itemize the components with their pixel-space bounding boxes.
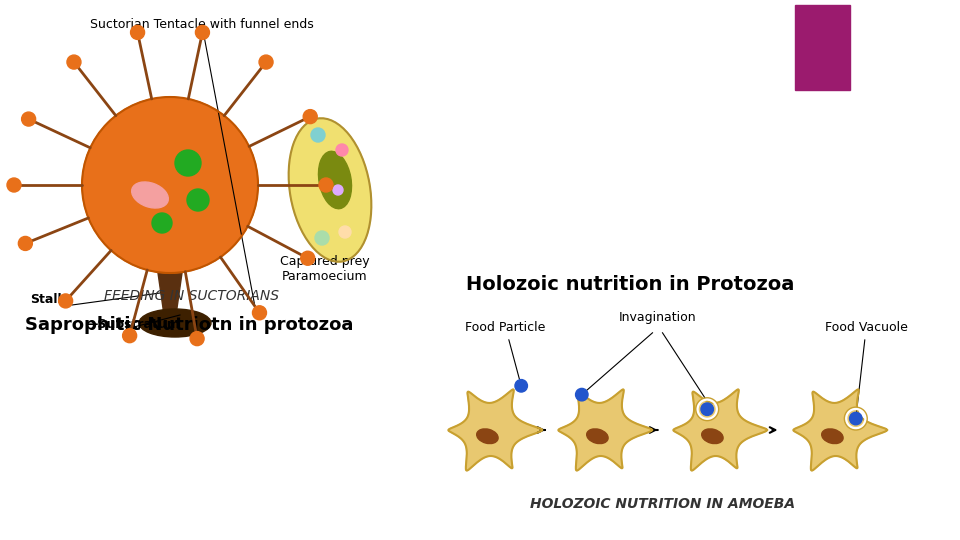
- Circle shape: [515, 380, 527, 392]
- Text: Stalk: Stalk: [30, 293, 65, 306]
- Circle shape: [300, 251, 315, 265]
- Polygon shape: [793, 389, 887, 470]
- Circle shape: [576, 388, 588, 401]
- Bar: [795, 5, 850, 90]
- Circle shape: [303, 110, 317, 124]
- Circle shape: [123, 329, 136, 343]
- Circle shape: [82, 97, 258, 273]
- Ellipse shape: [702, 429, 723, 443]
- Circle shape: [190, 332, 204, 346]
- Circle shape: [175, 150, 201, 176]
- Circle shape: [319, 178, 333, 192]
- Circle shape: [701, 403, 713, 415]
- Text: Food Vacuole: Food Vacuole: [825, 321, 907, 416]
- Circle shape: [850, 413, 862, 425]
- Circle shape: [22, 112, 36, 126]
- Text: Invagination: Invagination: [618, 311, 696, 324]
- Circle shape: [252, 306, 267, 320]
- Polygon shape: [559, 389, 652, 470]
- Ellipse shape: [587, 429, 608, 443]
- Circle shape: [7, 178, 21, 192]
- Text: Food Particle: Food Particle: [466, 321, 546, 383]
- Polygon shape: [448, 389, 542, 470]
- Text: HOLOZOIC NUTRITION IN AMOEBA: HOLOZOIC NUTRITION IN AMOEBA: [530, 497, 795, 511]
- Circle shape: [18, 237, 33, 251]
- Ellipse shape: [289, 118, 372, 262]
- Polygon shape: [673, 389, 767, 470]
- Text: Saprophitic Nutriotn in protozoa: Saprophitic Nutriotn in protozoa: [25, 316, 353, 334]
- Text: FEEDING IN SUCTORIANS: FEEDING IN SUCTORIANS: [105, 289, 279, 303]
- Circle shape: [131, 25, 145, 39]
- Circle shape: [339, 226, 351, 238]
- Circle shape: [196, 25, 209, 39]
- Circle shape: [67, 55, 81, 69]
- Ellipse shape: [319, 151, 351, 208]
- Text: —Substratum: —Substratum: [85, 318, 180, 331]
- Circle shape: [311, 128, 325, 142]
- Circle shape: [59, 294, 73, 308]
- Text: Suctorian Tentacle with funnel ends: Suctorian Tentacle with funnel ends: [90, 18, 314, 303]
- Circle shape: [187, 189, 209, 211]
- Circle shape: [315, 231, 329, 245]
- Text: Captured prey
Paramoecium: Captured prey Paramoecium: [280, 255, 370, 283]
- Circle shape: [259, 55, 273, 69]
- Circle shape: [336, 144, 348, 156]
- Polygon shape: [158, 273, 182, 315]
- Ellipse shape: [132, 182, 168, 208]
- Ellipse shape: [139, 309, 211, 337]
- Circle shape: [152, 213, 172, 233]
- Text: Holozoic nutrition in Protozoa: Holozoic nutrition in Protozoa: [466, 275, 794, 294]
- Ellipse shape: [477, 429, 498, 443]
- Circle shape: [333, 185, 343, 195]
- Ellipse shape: [822, 429, 843, 443]
